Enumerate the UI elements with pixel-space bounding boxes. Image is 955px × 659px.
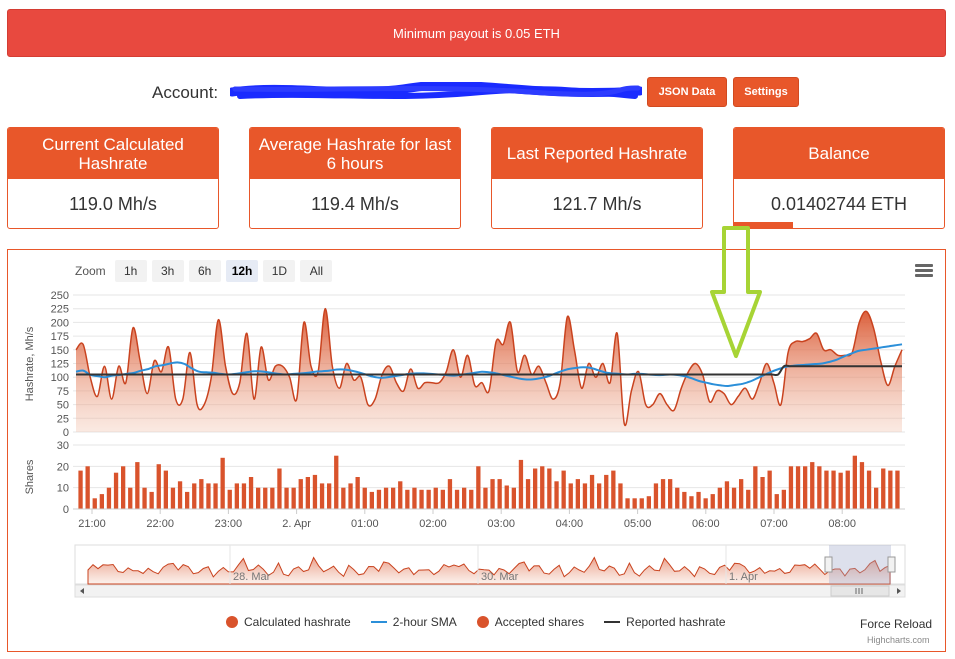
legend-calculated-hashrate[interactable]: Calculated hashrate [226,615,351,629]
stat-value: 0.01402744 ETH [770,193,908,214]
legend-accepted-shares[interactable]: Accepted shares [476,615,584,629]
legend-dot [226,616,238,628]
legend-line [604,621,621,623]
zoom-selector: Zoom 1h 3h 6h 12h 1D All [75,260,333,282]
chart-legend: Calculated hashrate 2-hour SMA Accepted … [226,614,746,630]
stat-title: Average Hashrate for last 6 hours [250,128,460,179]
payout-progress-bar [734,222,793,228]
stat-title: Last Reported Hashrate [492,128,702,179]
legend-dot [476,616,489,628]
json-data-button[interactable]: JSON Data [647,77,727,107]
zoom-1d-button[interactable]: 1D [263,260,296,282]
current-hashrate-card: Current Calculated Hashrate 119.0 Mh/s [7,127,219,229]
force-reload-link[interactable]: Force Reload [860,617,933,631]
chart-panel [7,249,946,652]
legend-line [370,621,387,623]
reported-hashrate-card: Last Reported Hashrate 121.7 Mh/s [491,127,703,229]
account-row: Account: JSON Data Settings [0,75,955,109]
zoom-label: Zoom [75,264,106,278]
account-label: Account: [152,83,219,102]
chart-menu-icon[interactable] [915,264,933,278]
balance-card: Balance 0.01402744 ETH [733,127,945,229]
highcharts-credit[interactable]: Highcharts.com [867,635,930,645]
zoom-3h-button[interactable]: 3h [151,260,184,282]
settings-button[interactable]: Settings [733,77,799,107]
stat-value: 119.0 Mh/s [69,193,157,214]
average-hashrate-card: Average Hashrate for last 6 hours 119.4 … [249,127,461,229]
legend-reported-hashrate[interactable]: Reported hashrate [604,615,726,629]
stat-title: Balance [734,128,944,179]
payout-banner: Minimum payout is 0.05 ETH [7,9,946,57]
zoom-12h-button[interactable]: 12h [225,260,259,282]
stat-value: 121.7 Mh/s [552,193,642,214]
zoom-1h-button[interactable]: 1h [114,260,147,282]
zoom-6h-button[interactable]: 6h [188,260,221,282]
redaction-scribble [230,82,642,99]
stat-title: Current Calculated Hashrate [8,128,218,179]
legend-sma[interactable]: 2-hour SMA [370,615,457,629]
zoom-all-button[interactable]: All [300,260,333,282]
stat-value: 119.4 Mh/s [311,193,399,214]
